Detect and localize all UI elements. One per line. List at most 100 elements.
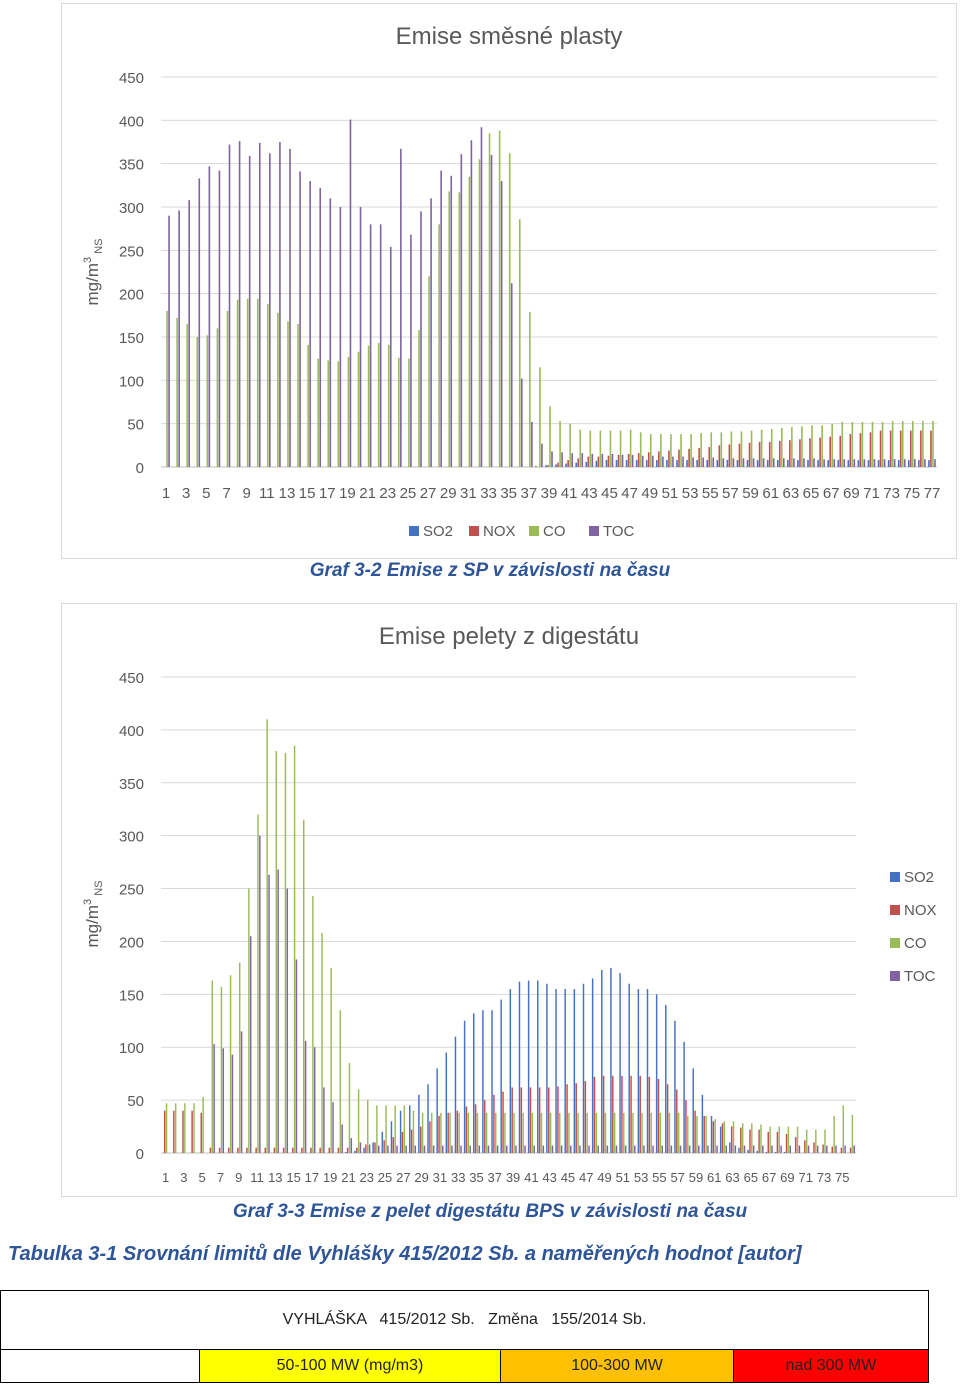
- bar-co: [780, 428, 783, 467]
- y-tick-label: 50: [127, 1093, 144, 1110]
- bar-nox: [712, 1121, 715, 1153]
- y-tick-label: 150: [119, 330, 144, 347]
- bar-nox: [356, 1147, 358, 1153]
- bar-toc: [823, 459, 825, 467]
- bar-co: [348, 1063, 351, 1153]
- bar-nox: [698, 447, 700, 467]
- bar-so2: [585, 461, 588, 467]
- x-tick-label: 3: [180, 1170, 187, 1185]
- bar-so2: [555, 464, 557, 467]
- bar-toc: [722, 458, 725, 467]
- bar-co: [690, 434, 692, 467]
- bar-toc: [387, 1145, 389, 1153]
- y-tick-label: 200: [119, 934, 144, 951]
- bar-toc: [432, 1145, 435, 1153]
- bar-toc: [410, 234, 412, 467]
- bar-so2: [867, 460, 870, 467]
- bar-so2: [575, 462, 578, 467]
- bar-co: [770, 428, 773, 467]
- bar-co: [660, 434, 662, 467]
- y-tick-label: 450: [119, 670, 144, 687]
- bar-nox: [575, 1083, 577, 1153]
- x-tick-label: 65: [803, 485, 820, 502]
- bar-so2: [918, 460, 920, 467]
- bar-nox: [819, 437, 821, 467]
- bar-co: [367, 345, 370, 467]
- bar-co: [801, 426, 803, 467]
- chart-title: Emise směsné plasty: [396, 23, 623, 50]
- bar-co: [650, 1112, 652, 1153]
- bar-so2: [605, 460, 608, 467]
- x-tick-label: 41: [524, 1170, 538, 1185]
- bar-toc: [725, 1145, 727, 1153]
- bar-toc: [752, 1145, 755, 1153]
- bar-co: [508, 153, 511, 467]
- bar-toc: [873, 459, 876, 467]
- bar-toc: [440, 170, 442, 467]
- bar-nox: [538, 1087, 541, 1153]
- bar-co: [277, 312, 279, 467]
- bar-toc: [500, 181, 503, 467]
- bar-nox: [859, 433, 862, 467]
- bar-toc: [319, 187, 322, 467]
- bar-nox: [429, 1121, 431, 1153]
- bar-nox: [502, 1091, 504, 1153]
- legend-label-co: CO: [543, 523, 566, 540]
- bar-nox: [869, 432, 872, 467]
- bar-so2: [381, 1131, 384, 1153]
- bar-nox: [456, 1110, 459, 1153]
- bar-co: [577, 1112, 579, 1153]
- bar-so2: [454, 1036, 457, 1153]
- bar-toc: [359, 207, 362, 467]
- bar-toc: [803, 458, 805, 467]
- bar-so2: [595, 460, 598, 467]
- bar-co: [831, 423, 833, 467]
- bar-toc: [844, 1145, 846, 1153]
- bar-so2: [807, 460, 809, 467]
- bar-toc: [789, 1145, 791, 1153]
- x-tick-label: 25: [400, 485, 417, 502]
- bar-so2: [787, 460, 789, 467]
- bar-toc: [601, 454, 604, 467]
- bar-toc: [883, 459, 886, 467]
- x-tick-label: 73: [817, 1170, 831, 1185]
- bar-nox: [666, 1084, 669, 1153]
- bar-nox: [899, 430, 902, 467]
- bar-co: [196, 337, 199, 467]
- bar-toc: [624, 1145, 627, 1153]
- bar-nox: [794, 1137, 797, 1153]
- bar-so2: [409, 1105, 411, 1153]
- bar-co: [297, 324, 299, 467]
- bar-so2: [837, 460, 840, 467]
- bar-nox: [617, 454, 620, 467]
- bar-nox: [627, 454, 630, 467]
- bar-so2: [518, 981, 521, 1153]
- bar-co: [760, 429, 763, 467]
- x-tick-label: 9: [242, 485, 250, 502]
- bar-toc: [621, 454, 624, 467]
- bar-co: [165, 1103, 168, 1153]
- bar-nox: [685, 1100, 687, 1153]
- bar-so2: [500, 999, 502, 1153]
- x-tick-label: 49: [597, 1170, 611, 1185]
- bar-toc: [551, 451, 553, 467]
- bar-so2: [582, 983, 585, 1153]
- y-tick-label: 400: [119, 113, 144, 130]
- bar-co: [769, 1126, 771, 1153]
- bar-co: [811, 425, 813, 467]
- bar-toc: [833, 459, 836, 467]
- legend-label-nox: NOX: [483, 523, 516, 540]
- bar-so2: [686, 460, 688, 467]
- bar-co: [176, 317, 178, 467]
- bar-toc: [541, 443, 543, 467]
- bar-so2: [463, 1020, 466, 1153]
- x-tick-label: 47: [621, 485, 638, 502]
- bar-toc: [168, 215, 170, 467]
- bar-co: [710, 432, 713, 467]
- y-tick-label: 250: [119, 243, 144, 260]
- bar-so2: [676, 460, 678, 467]
- bar-nox: [637, 453, 640, 467]
- bar-nox: [678, 449, 680, 467]
- bar-toc: [520, 378, 523, 467]
- bar-co: [791, 427, 793, 467]
